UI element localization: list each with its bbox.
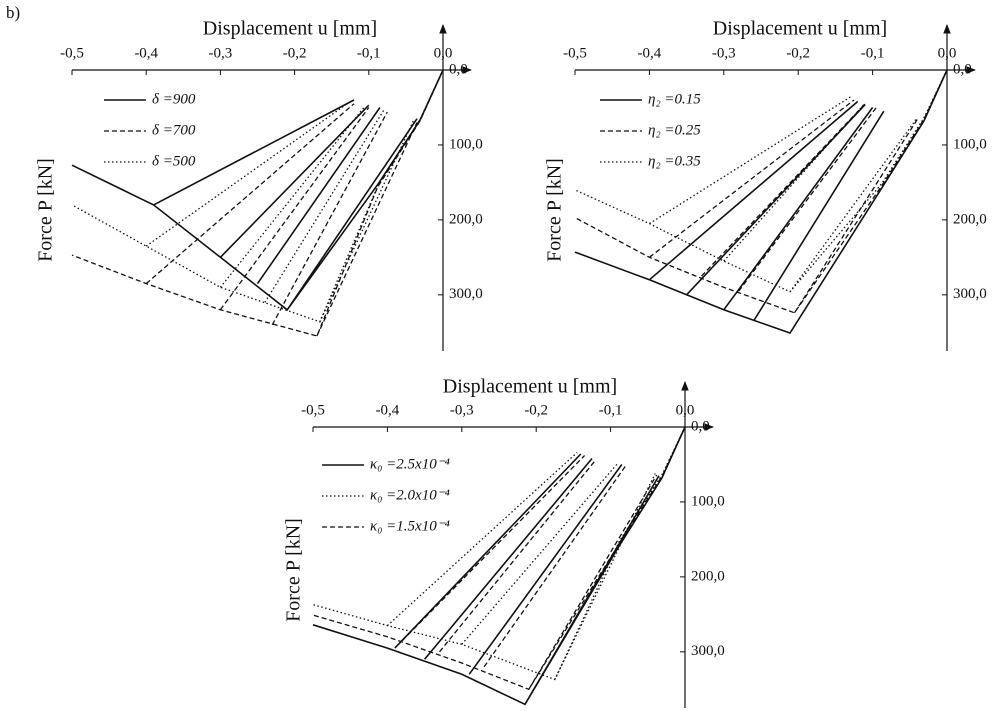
series-line [574, 69, 948, 314]
legend-label: δ =900 [152, 91, 196, 107]
y-tick-label: 200,0 [449, 211, 483, 227]
x-tick-label: -0,3 [712, 45, 736, 61]
x-tick-label: -0,1 [357, 45, 381, 61]
legend-label: κ₀ =1.5x10⁻⁴ [370, 518, 450, 534]
y-tick-label: 300,0 [691, 643, 725, 659]
x-tick-label: -0,2 [283, 45, 307, 61]
x-tick-label: -0,2 [786, 45, 810, 61]
x-axis-title: Displacement u [mm] [713, 18, 887, 40]
series-line [71, 69, 444, 311]
y-axis-title: Force P [kN] [283, 518, 305, 622]
y-tick-label: 100,0 [449, 136, 483, 152]
x-tick-label: -0,2 [524, 402, 548, 418]
x-tick-label: -0,5 [301, 402, 325, 418]
series-line [574, 69, 948, 293]
legend-label: η₂ =0.35 [648, 153, 701, 169]
x-tick-label: 0,0 [676, 402, 695, 418]
x-tick-label: -0,5 [60, 45, 84, 61]
x-tick-label: -0,4 [134, 45, 158, 61]
legend-label: κ₀ =2.0x10⁻⁴ [370, 487, 450, 503]
panel-label: b) [6, 3, 20, 22]
y-tick-label: 100,0 [691, 493, 725, 509]
series-line [312, 426, 686, 706]
x-tick-label: 0,0 [434, 45, 453, 61]
y-tick-label: 0,0 [953, 61, 972, 77]
y-axis-title: Force P [kN] [544, 158, 566, 262]
series-line [312, 426, 686, 691]
legend-label: η₂ =0.15 [648, 91, 701, 107]
y-tick-label: 200,0 [691, 568, 725, 584]
y-tick-label: 0,0 [691, 418, 710, 434]
y-tick-label: 200,0 [953, 211, 987, 227]
legend-label: δ =700 [152, 122, 196, 138]
x-axis-title: Displacement u [mm] [203, 18, 377, 40]
x-tick-label: -0,4 [376, 402, 400, 418]
x-tick-label: -0,4 [638, 45, 662, 61]
series-line [574, 69, 948, 334]
legend-label: κ₀ =2.5x10⁻⁴ [370, 456, 450, 472]
x-tick-label: -0,1 [861, 45, 885, 61]
x-tick-label: -0,1 [599, 402, 623, 418]
y-tick-label: 100,0 [953, 136, 987, 152]
x-tick-label: -0,5 [563, 45, 587, 61]
legend-label: δ =500 [152, 153, 196, 169]
x-axis-title: Displacement u [mm] [443, 376, 617, 398]
series-line [312, 426, 686, 681]
series-line [71, 69, 444, 323]
y-tick-label: 0,0 [449, 61, 468, 77]
x-tick-label: -0,3 [450, 402, 474, 418]
legend-label: η₂ =0.25 [648, 122, 701, 138]
x-tick-label: 0,0 [938, 45, 957, 61]
y-tick-label: 300,0 [953, 286, 987, 302]
x-tick-label: -0,3 [209, 45, 233, 61]
y-tick-label: 300,0 [449, 286, 483, 302]
series-line [71, 69, 444, 337]
y-axis-title: Force P [kN] [35, 158, 57, 262]
